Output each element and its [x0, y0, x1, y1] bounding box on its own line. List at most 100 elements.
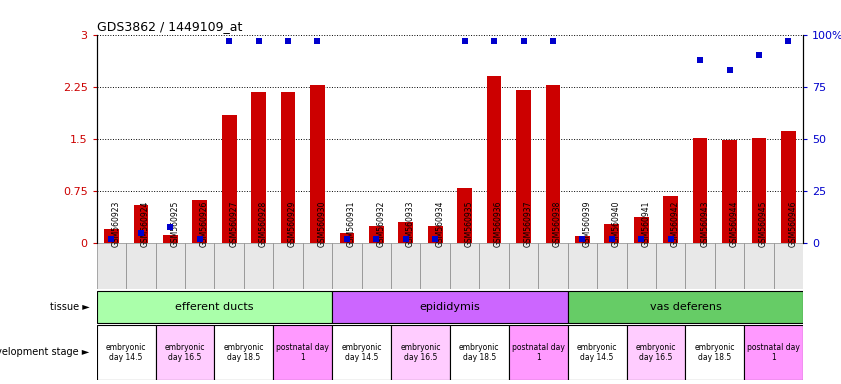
FancyBboxPatch shape — [273, 243, 303, 289]
FancyBboxPatch shape — [744, 243, 774, 289]
Text: tissue ►: tissue ► — [50, 302, 90, 312]
Bar — [693, 137, 707, 243]
Bar — [605, 224, 619, 243]
FancyBboxPatch shape — [332, 291, 568, 323]
Text: GSM560935: GSM560935 — [464, 200, 473, 247]
Text: embryonic
day 14.5: embryonic day 14.5 — [106, 343, 146, 362]
FancyBboxPatch shape — [97, 291, 332, 323]
Text: GSM560928: GSM560928 — [258, 200, 267, 247]
Point — [134, 230, 148, 236]
Text: GSM560932: GSM560932 — [376, 200, 385, 247]
Text: GSM560933: GSM560933 — [405, 200, 415, 247]
Point — [251, 38, 265, 44]
Text: GSM560927: GSM560927 — [229, 200, 238, 247]
Text: GSM560926: GSM560926 — [199, 200, 209, 247]
FancyBboxPatch shape — [685, 243, 715, 289]
Bar — [575, 236, 590, 243]
FancyBboxPatch shape — [332, 325, 391, 380]
Point — [458, 38, 471, 44]
Text: embryonic
day 16.5: embryonic day 16.5 — [636, 343, 676, 362]
FancyBboxPatch shape — [715, 243, 744, 289]
Text: embryonic
day 16.5: embryonic day 16.5 — [165, 343, 205, 362]
Text: GSM560940: GSM560940 — [611, 200, 621, 247]
Text: efferent ducts: efferent ducts — [175, 302, 254, 312]
Point — [547, 38, 560, 44]
FancyBboxPatch shape — [185, 243, 214, 289]
FancyBboxPatch shape — [568, 325, 627, 380]
Bar — [369, 226, 383, 243]
Text: postnatal day
1: postnatal day 1 — [277, 343, 329, 362]
Bar — [722, 140, 737, 243]
Text: GSM560939: GSM560939 — [582, 200, 591, 247]
Point — [340, 236, 353, 242]
Text: GSM560930: GSM560930 — [317, 200, 326, 247]
Text: embryonic
day 14.5: embryonic day 14.5 — [577, 343, 617, 362]
FancyBboxPatch shape — [568, 243, 597, 289]
Bar — [752, 137, 766, 243]
FancyBboxPatch shape — [509, 243, 538, 289]
FancyBboxPatch shape — [656, 243, 685, 289]
FancyBboxPatch shape — [538, 243, 568, 289]
FancyBboxPatch shape — [244, 243, 273, 289]
FancyBboxPatch shape — [97, 325, 156, 380]
FancyBboxPatch shape — [156, 243, 185, 289]
FancyBboxPatch shape — [627, 243, 656, 289]
FancyBboxPatch shape — [568, 291, 803, 323]
Text: embryonic
day 14.5: embryonic day 14.5 — [341, 343, 382, 362]
FancyBboxPatch shape — [362, 243, 391, 289]
Point — [575, 236, 589, 242]
Point — [193, 236, 206, 242]
Bar — [664, 196, 678, 243]
Bar — [310, 84, 325, 243]
FancyBboxPatch shape — [303, 243, 332, 289]
Text: postnatal day
1: postnatal day 1 — [512, 343, 564, 362]
Bar — [781, 131, 796, 243]
Text: embryonic
day 16.5: embryonic day 16.5 — [400, 343, 441, 362]
Bar — [251, 92, 266, 243]
Text: embryonic
day 18.5: embryonic day 18.5 — [224, 343, 264, 362]
Text: GSM560945: GSM560945 — [759, 200, 768, 247]
Point — [428, 236, 442, 242]
Text: development stage ►: development stage ► — [0, 348, 90, 358]
Point — [369, 236, 383, 242]
Text: GSM560924: GSM560924 — [140, 200, 150, 247]
Text: GDS3862 / 1449109_at: GDS3862 / 1449109_at — [97, 20, 242, 33]
Bar — [516, 90, 531, 243]
Text: GSM560925: GSM560925 — [170, 200, 179, 247]
FancyBboxPatch shape — [391, 325, 450, 380]
Point — [516, 38, 530, 44]
FancyBboxPatch shape — [774, 243, 803, 289]
Bar — [281, 92, 295, 243]
Text: embryonic
day 18.5: embryonic day 18.5 — [459, 343, 500, 362]
FancyBboxPatch shape — [156, 325, 214, 380]
FancyBboxPatch shape — [685, 325, 744, 380]
Point — [605, 236, 618, 242]
FancyBboxPatch shape — [479, 243, 509, 289]
Bar — [104, 229, 119, 243]
Text: vas deferens: vas deferens — [649, 302, 722, 312]
Point — [487, 38, 500, 44]
Point — [781, 38, 795, 44]
Point — [752, 52, 765, 58]
Point — [104, 236, 118, 242]
Text: GSM560929: GSM560929 — [288, 200, 297, 247]
Bar — [428, 226, 442, 243]
FancyBboxPatch shape — [744, 325, 803, 380]
Text: GSM560938: GSM560938 — [553, 200, 562, 247]
Bar — [340, 233, 354, 243]
FancyBboxPatch shape — [332, 243, 362, 289]
Bar — [222, 114, 236, 243]
Point — [693, 56, 706, 63]
Bar — [634, 217, 648, 243]
FancyBboxPatch shape — [597, 243, 627, 289]
FancyBboxPatch shape — [273, 325, 332, 380]
Point — [722, 67, 736, 73]
FancyBboxPatch shape — [420, 243, 450, 289]
Bar — [487, 76, 501, 243]
Text: epididymis: epididymis — [420, 302, 480, 312]
FancyBboxPatch shape — [450, 325, 509, 380]
Text: GSM560937: GSM560937 — [523, 200, 532, 247]
Point — [634, 236, 648, 242]
Bar — [134, 205, 148, 243]
Text: GSM560941: GSM560941 — [641, 200, 650, 247]
